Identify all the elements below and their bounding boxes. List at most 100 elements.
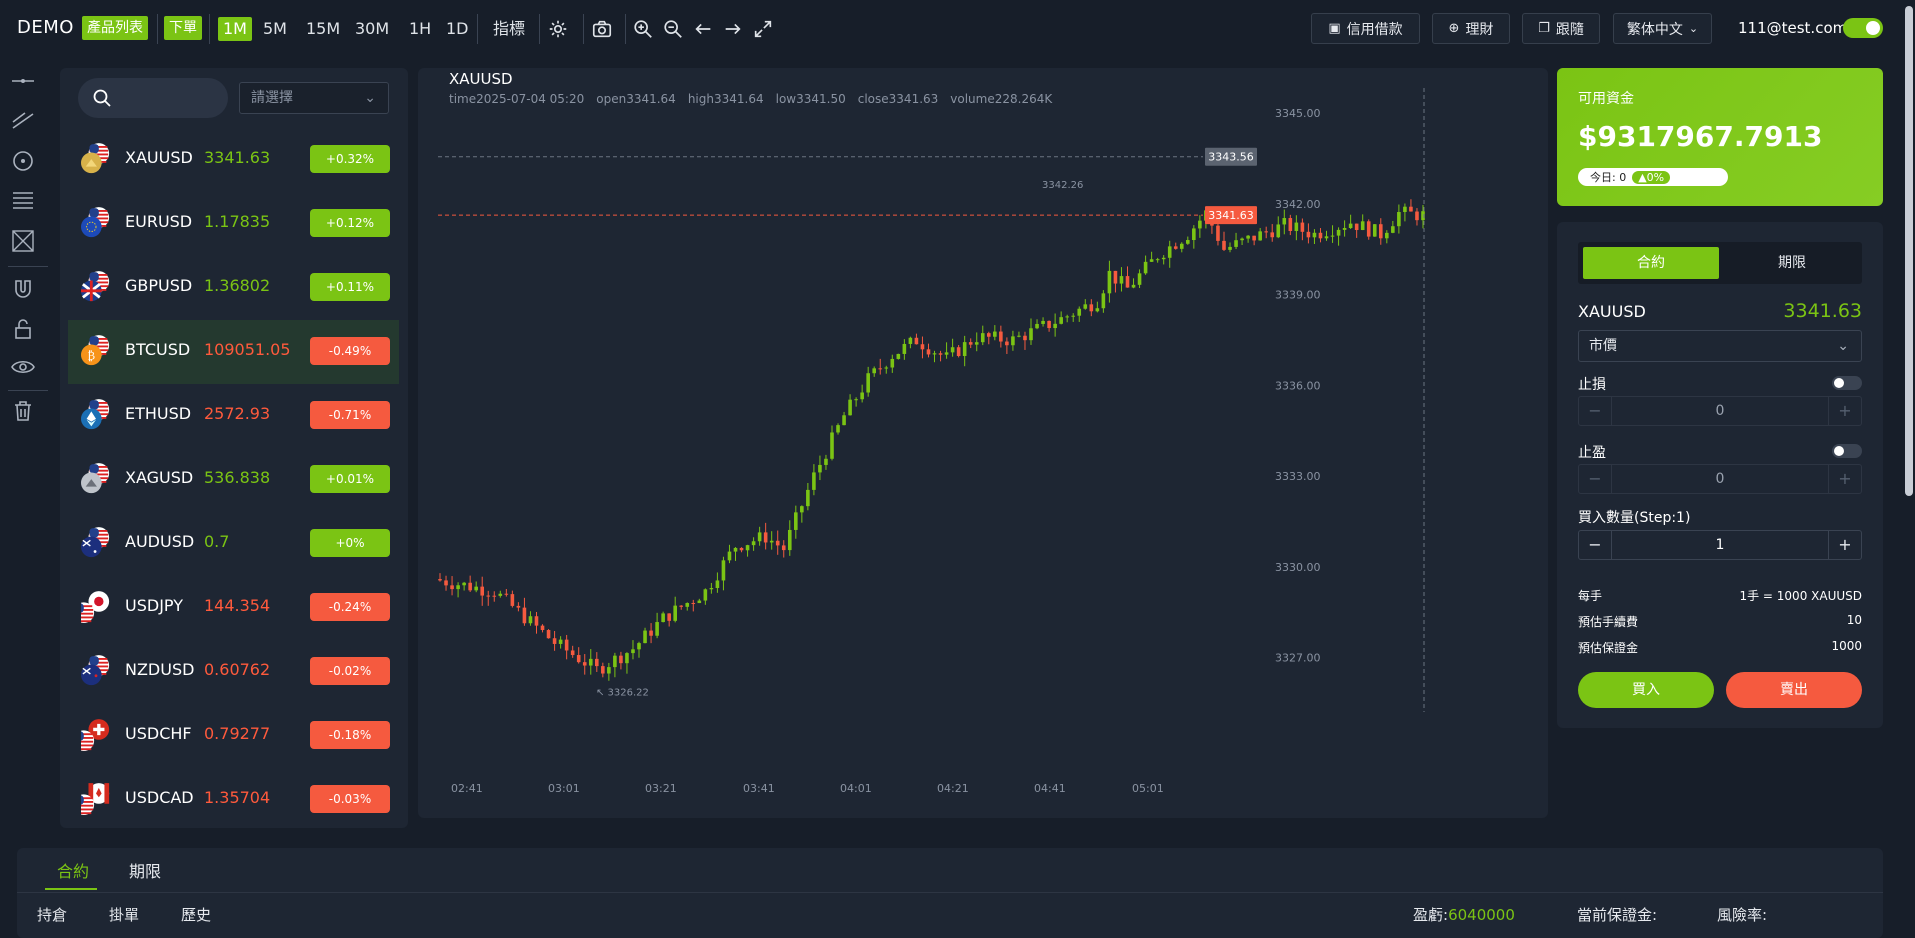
plus-icon[interactable]: + xyxy=(1838,401,1852,420)
symbol-row-ethusd[interactable]: ETHUSD 2572.93 -0.71% xyxy=(68,384,399,448)
pattern-icon[interactable] xyxy=(10,228,36,254)
search-input[interactable] xyxy=(78,78,228,118)
symbol-row-usdcad[interactable]: USDCAD 1.35704 -0.03% xyxy=(68,768,399,832)
take-profit-stepper[interactable]: − 0 + xyxy=(1578,464,1862,494)
tab-history[interactable]: 歷史 xyxy=(181,906,212,924)
symbol-price: 3341.63 xyxy=(204,148,271,167)
candle-body xyxy=(775,540,780,546)
order-type-select[interactable]: 市價 ⌄ xyxy=(1578,330,1862,362)
divider xyxy=(8,266,48,267)
candle-body xyxy=(1167,246,1172,258)
symbol-name: NZDUSD xyxy=(125,660,195,679)
scrollbar-thumb[interactable] xyxy=(1905,6,1913,496)
candlestick-chart[interactable]: 3345.00 3342.00 3339.00 3336.00 3333.00 3330.… xyxy=(418,68,1548,818)
symbol-row-audusd[interactable]: AUDUSD 0.7 +0% xyxy=(68,512,399,576)
stop-loss-stepper[interactable]: − 0 + xyxy=(1578,396,1862,426)
plus-icon[interactable]: + xyxy=(1838,469,1852,488)
buy-button[interactable]: 買入 xyxy=(1578,672,1714,708)
symbol-row-eurusd[interactable]: EURUSD 1.17835 +0.12% xyxy=(68,192,399,256)
minus-icon[interactable]: − xyxy=(1588,535,1602,554)
timeframe-1d[interactable]: 1D xyxy=(446,19,469,38)
zoom-out-icon[interactable] xyxy=(662,18,684,40)
candle-body xyxy=(993,331,997,337)
quantity-value[interactable]: 1 xyxy=(1611,531,1829,559)
tab-contract-bottom[interactable]: 合約 xyxy=(57,862,90,881)
candle-body xyxy=(968,342,973,345)
wealth-button[interactable]: ⊕ 理財 xyxy=(1432,13,1510,44)
symbol-row-xauusd[interactable]: XAUUSD 3341.63 +0.32% xyxy=(68,128,399,192)
indicators-button[interactable]: 指標 xyxy=(493,19,526,38)
top-bar: DEMO 產品列表 下單 1M 5M 15M 30M 1H 1D 指標 ▣ 信用借… xyxy=(0,0,1915,56)
zoom-in-icon[interactable] xyxy=(632,18,654,40)
symbol-row-usdchf[interactable]: USDCHF 0.79277 -0.18% xyxy=(68,704,399,768)
symbol-row-nzdusd[interactable]: NZDUSD 0.60762 -0.02% xyxy=(68,640,399,704)
tab-futures[interactable]: 期限 xyxy=(1778,255,1806,271)
credit-loan-button[interactable]: ▣ 信用借款 xyxy=(1311,13,1420,44)
minus-icon[interactable]: − xyxy=(1588,469,1602,488)
timeframe-1m[interactable]: 1M xyxy=(218,17,252,41)
symbol-row-usdjpy[interactable]: USDJPY 144.354 -0.24% xyxy=(68,576,399,640)
timeframe-15m[interactable]: 15M xyxy=(306,19,341,38)
candle-body xyxy=(800,506,804,513)
candle-body xyxy=(986,333,991,337)
timeframe-30m[interactable]: 30M xyxy=(355,19,390,38)
horizontal-line-icon[interactable] xyxy=(10,68,36,94)
candle-body xyxy=(763,532,768,543)
symbol-row-gbpusd[interactable]: GBPUSD 1.36802 +0.11% xyxy=(68,256,399,320)
language-select[interactable]: 繁体中文 ⌄ xyxy=(1613,13,1712,44)
candle-body xyxy=(866,373,870,393)
arrow-right-icon[interactable] xyxy=(722,18,744,40)
settings-icon[interactable] xyxy=(547,18,569,40)
eye-icon[interactable] xyxy=(10,354,36,380)
arrow-left-icon[interactable] xyxy=(692,18,714,40)
follow-button[interactable]: ❐ 跟隨 xyxy=(1522,13,1600,44)
fibonacci-icon[interactable] xyxy=(10,188,36,214)
user-email[interactable]: 111@test.com xyxy=(1738,19,1848,37)
minus-icon[interactable]: − xyxy=(1588,401,1602,420)
symbol-row-xagusd[interactable]: XAGUSD 536.838 +0.01% xyxy=(68,448,399,512)
candle-body xyxy=(769,540,774,543)
candle-body xyxy=(781,545,786,551)
product-list-button[interactable]: 產品列表 xyxy=(82,16,148,40)
plus-icon[interactable]: + xyxy=(1838,535,1852,554)
symbol-name: XAGUSD xyxy=(125,468,194,487)
candle-body xyxy=(1029,328,1033,341)
candle-body xyxy=(1137,273,1142,285)
place-order-button[interactable]: 下單 xyxy=(164,16,202,40)
symbol-row-btcusd[interactable]: ₿ BTCUSD 109051.05 -0.49% xyxy=(68,320,399,384)
candle-body xyxy=(1198,220,1202,229)
trash-icon[interactable] xyxy=(10,398,36,424)
lock-icon[interactable] xyxy=(10,316,36,342)
take-profit-toggle[interactable] xyxy=(1832,444,1862,458)
fullscreen-icon[interactable] xyxy=(752,18,774,40)
circle-icon[interactable] xyxy=(10,148,36,174)
candle-body xyxy=(1294,222,1299,231)
symbol-change-badge: +0.01% xyxy=(310,465,390,493)
candle-body xyxy=(751,541,756,546)
camera-icon[interactable] xyxy=(591,18,613,40)
tab-futures-bottom[interactable]: 期限 xyxy=(129,862,162,881)
quantity-stepper[interactable]: − 1 + xyxy=(1578,530,1862,560)
stop-loss-value[interactable]: 0 xyxy=(1611,397,1829,425)
tab-holdings[interactable]: 持倉 xyxy=(37,906,68,924)
y-tick-label: 3342.00 xyxy=(1275,198,1321,211)
tab-contract[interactable]: 合約 xyxy=(1583,247,1719,279)
candle-body xyxy=(950,347,955,353)
timeframe-1h[interactable]: 1H xyxy=(409,19,432,38)
symbol-change-badge: -0.71% xyxy=(310,401,390,429)
candle-body xyxy=(1397,212,1401,227)
candle-body xyxy=(643,630,647,644)
page-scrollbar[interactable] xyxy=(1903,0,1915,919)
ohlc-close: close3341.63 xyxy=(857,92,939,106)
magnet-icon[interactable] xyxy=(10,276,36,302)
category-select[interactable]: 請選擇 ⌄ xyxy=(239,82,389,114)
take-profit-value[interactable]: 0 xyxy=(1611,465,1829,493)
tab-pending[interactable]: 掛單 xyxy=(109,906,140,924)
candle-body xyxy=(818,464,822,473)
timeframe-5m[interactable]: 5M xyxy=(263,19,287,38)
candle-body xyxy=(1216,225,1220,241)
trend-line-icon[interactable] xyxy=(10,108,36,134)
stop-loss-toggle[interactable] xyxy=(1832,376,1862,390)
theme-toggle[interactable] xyxy=(1843,18,1883,38)
sell-button[interactable]: 賣出 xyxy=(1726,672,1862,708)
